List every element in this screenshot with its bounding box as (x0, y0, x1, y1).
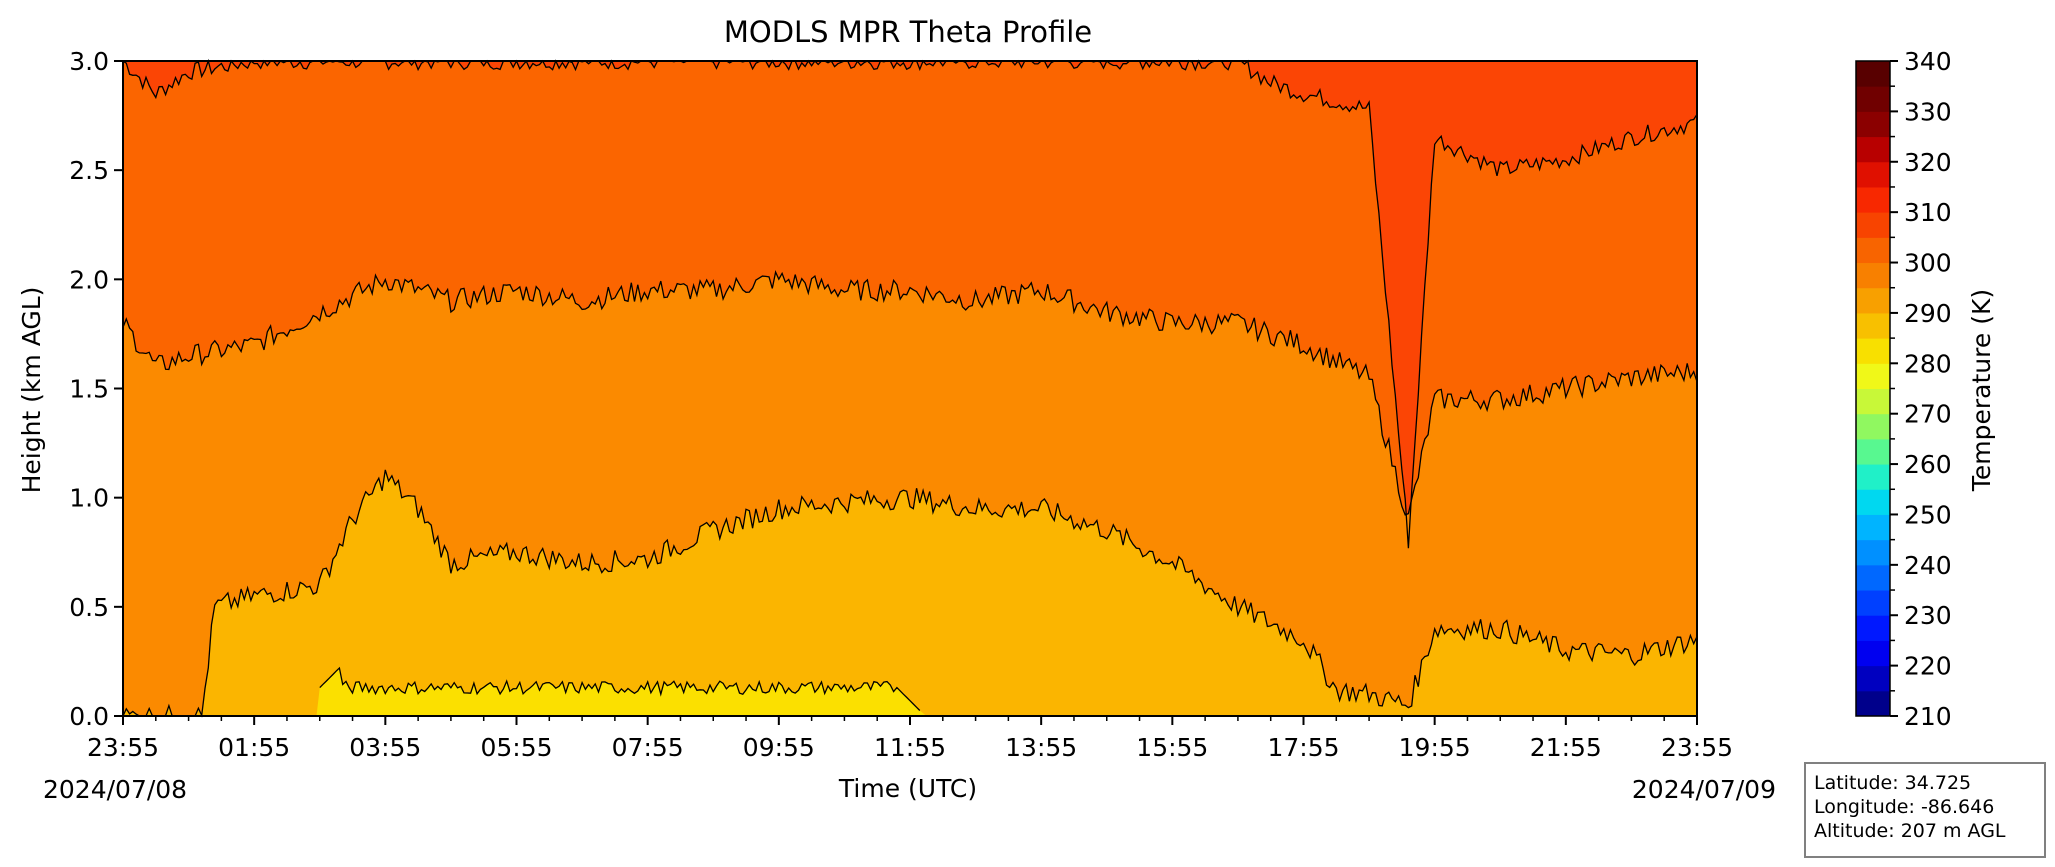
colorbar-segment (1856, 464, 1890, 490)
colorbar-segment (1856, 489, 1890, 515)
x-tick-label: 23:55 (1661, 733, 1733, 762)
colorbar-tick-label: 280 (1904, 349, 1952, 378)
start-date-label: 2024/07/08 (43, 775, 187, 804)
colorbar-segment (1856, 615, 1890, 641)
x-tick-label: 09:55 (743, 733, 815, 762)
band-300-305 (123, 469, 1697, 716)
x-tick-label: 01:55 (218, 733, 290, 762)
plot-area (122, 58, 1698, 718)
x-axis: 23:55 01:55 03:55 05:55 07:55 09:55 11:55 13:55… (87, 716, 1733, 762)
colorbar-segment (1856, 338, 1890, 364)
x-axis-label: Time (UTC) (838, 774, 977, 803)
latitude-text: Latitude: 34.725 (1814, 772, 1972, 794)
colorbar-tick-label: 240 (1904, 551, 1952, 580)
x-tick-label: 17:55 (1267, 733, 1339, 762)
station-info-box: Latitude: 34.725 Longitude: -86.646 Alti… (1804, 762, 2046, 858)
contour-310 (122, 269, 1698, 516)
x-tick-label: 15:55 (1136, 733, 1208, 762)
x-tick-label: 23:55 (87, 733, 159, 762)
colorbar-segment (1856, 212, 1890, 238)
colorbar-segment (1856, 363, 1890, 389)
colorbar-segment (1856, 111, 1890, 138)
colorbar-tick-label: 260 (1904, 450, 1952, 479)
colorbar-tick-label: 330 (1904, 97, 1952, 126)
colorbar-segment (1856, 388, 1890, 415)
colorbar-segment (1856, 564, 1890, 591)
x-tick-label: 07:55 (612, 733, 684, 762)
colorbar-tick-label: 320 (1904, 148, 1952, 177)
colorbar-tick-label: 310 (1904, 198, 1952, 227)
contour-305 (122, 469, 1698, 718)
y-axis: 0.0 0.5 1.0 1.5 2.0 2.5 3.0 (69, 47, 123, 731)
colorbar-segment (1856, 514, 1890, 541)
end-date-label: 2024/07/09 (1632, 775, 1776, 804)
colorbar-segment (1856, 61, 1890, 87)
colorbar-segment (1856, 86, 1890, 112)
y-tick-label: 2.0 (69, 265, 109, 294)
colorbar-tick-label: 270 (1904, 400, 1952, 429)
x-tick-label: 03:55 (349, 733, 421, 762)
band-315-320 (123, 61, 1697, 549)
colorbar-segment (1856, 186, 1890, 213)
colorbar-segment (1856, 312, 1890, 339)
colorbar-segment (1856, 287, 1890, 314)
colorbar-segment (1856, 237, 1890, 264)
colorbar-tick-label: 290 (1904, 299, 1952, 328)
y-tick-label: 1.5 (69, 375, 109, 404)
y-tick-label: 0.0 (69, 702, 109, 731)
colorbar-tick-label: 210 (1904, 702, 1952, 731)
colorbar-tick-label: 220 (1904, 652, 1952, 681)
colorbar-segment (1856, 262, 1890, 289)
y-axis-label: Height (km AGL) (17, 287, 46, 494)
colorbar-tick-label: 300 (1904, 249, 1952, 278)
colorbar-segment (1856, 136, 1890, 163)
colorbar-segment (1856, 665, 1890, 692)
y-tick-label: 0.5 (69, 593, 109, 622)
colorbar-tick-label: 340 (1904, 47, 1952, 76)
y-tick-label: 2.5 (69, 156, 109, 185)
x-tick-label: 13:55 (1005, 733, 1077, 762)
x-tick-label: 21:55 (1530, 733, 1602, 762)
colorbar-segment (1856, 590, 1890, 616)
longitude-text: Longitude: -86.646 (1814, 796, 1995, 818)
x-tick-label: 11:55 (874, 733, 946, 762)
colorbar: 210 220 230 240 250 260 270 280 290 300 310 320 330 3… (1855, 47, 1952, 731)
y-tick-label: 3.0 (69, 47, 109, 76)
colorbar-segment (1856, 539, 1890, 566)
band-295-300 (123, 668, 1697, 716)
colorbar-segment (1856, 438, 1890, 465)
colorbar-label: Temperature (K) (1967, 289, 1996, 492)
x-tick-label: 05:55 (480, 733, 552, 762)
colorbar-tick-label: 250 (1904, 500, 1952, 529)
contour-300 (319, 666, 921, 711)
colorbar-segment (1856, 640, 1890, 667)
colorbar-segment (1856, 413, 1890, 440)
altitude-text: Altitude: 207 m AGL (1814, 820, 2006, 842)
colorbar-segment (1856, 161, 1890, 188)
chart-title: MODLS MPR Theta Profile (724, 15, 1092, 49)
x-tick-label: 19:55 (1399, 733, 1471, 762)
colorbar-segment (1856, 690, 1890, 717)
y-tick-label: 1.0 (69, 484, 109, 513)
colorbar-tick-label: 230 (1904, 601, 1952, 630)
